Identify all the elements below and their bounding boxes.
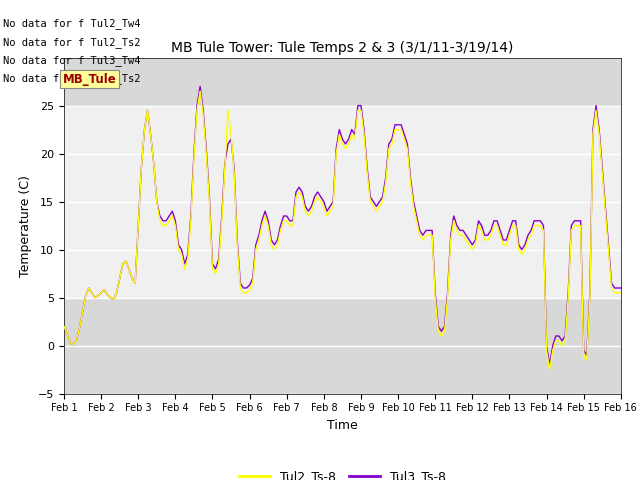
Line: Tul3_Ts-8: Tul3_Ts-8 — [64, 86, 621, 365]
Tul2_Ts-8 — [330, 204, 337, 209]
X-axis label: Time: Time — [327, 419, 358, 432]
Tul3_Ts-8 — [330, 199, 337, 204]
Text: No data for f Tul3_Ts2: No data for f Tul3_Ts2 — [3, 73, 141, 84]
Tul3_Ts-8 — [617, 285, 625, 291]
Text: MB_Tule: MB_Tule — [63, 72, 116, 85]
Tul2_Ts-8 — [524, 237, 532, 243]
Tul2_Ts-8 — [617, 290, 625, 296]
Tul3_Ts-8 — [106, 295, 115, 300]
Line: Tul2_Ts-8: Tul2_Ts-8 — [64, 91, 621, 370]
Tul3_Ts-8 — [546, 362, 554, 368]
Text: No data for f Tul2_Tw4: No data for f Tul2_Tw4 — [3, 18, 141, 29]
Tul2_Ts-8 — [546, 367, 554, 372]
Title: MB Tule Tower: Tule Temps 2 & 3 (3/1/11-3/19/14): MB Tule Tower: Tule Temps 2 & 3 (3/1/11-… — [172, 41, 513, 55]
Bar — [64, 106, 621, 298]
Tul2_Ts-8 — [218, 218, 226, 224]
Tul2_Ts-8 — [60, 324, 68, 329]
Tul3_Ts-8 — [524, 232, 532, 238]
Tul3_Ts-8 — [218, 213, 226, 219]
Tul2_Ts-8 — [106, 295, 115, 300]
Tul3_Ts-8 — [332, 146, 340, 152]
Tul2_Ts-8 — [196, 88, 204, 94]
Tul3_Ts-8 — [143, 108, 151, 113]
Text: No data for f Tul3_Tw4: No data for f Tul3_Tw4 — [3, 55, 141, 66]
Tul3_Ts-8 — [60, 324, 68, 329]
Text: No data for f Tul2_Ts2: No data for f Tul2_Ts2 — [3, 36, 141, 48]
Legend: Tul2_Ts-8, Tul3_Ts-8: Tul2_Ts-8, Tul3_Ts-8 — [234, 465, 451, 480]
Tul2_Ts-8 — [143, 108, 151, 113]
Tul2_Ts-8 — [332, 151, 340, 156]
Y-axis label: Temperature (C): Temperature (C) — [19, 175, 33, 276]
Tul3_Ts-8 — [196, 84, 204, 89]
